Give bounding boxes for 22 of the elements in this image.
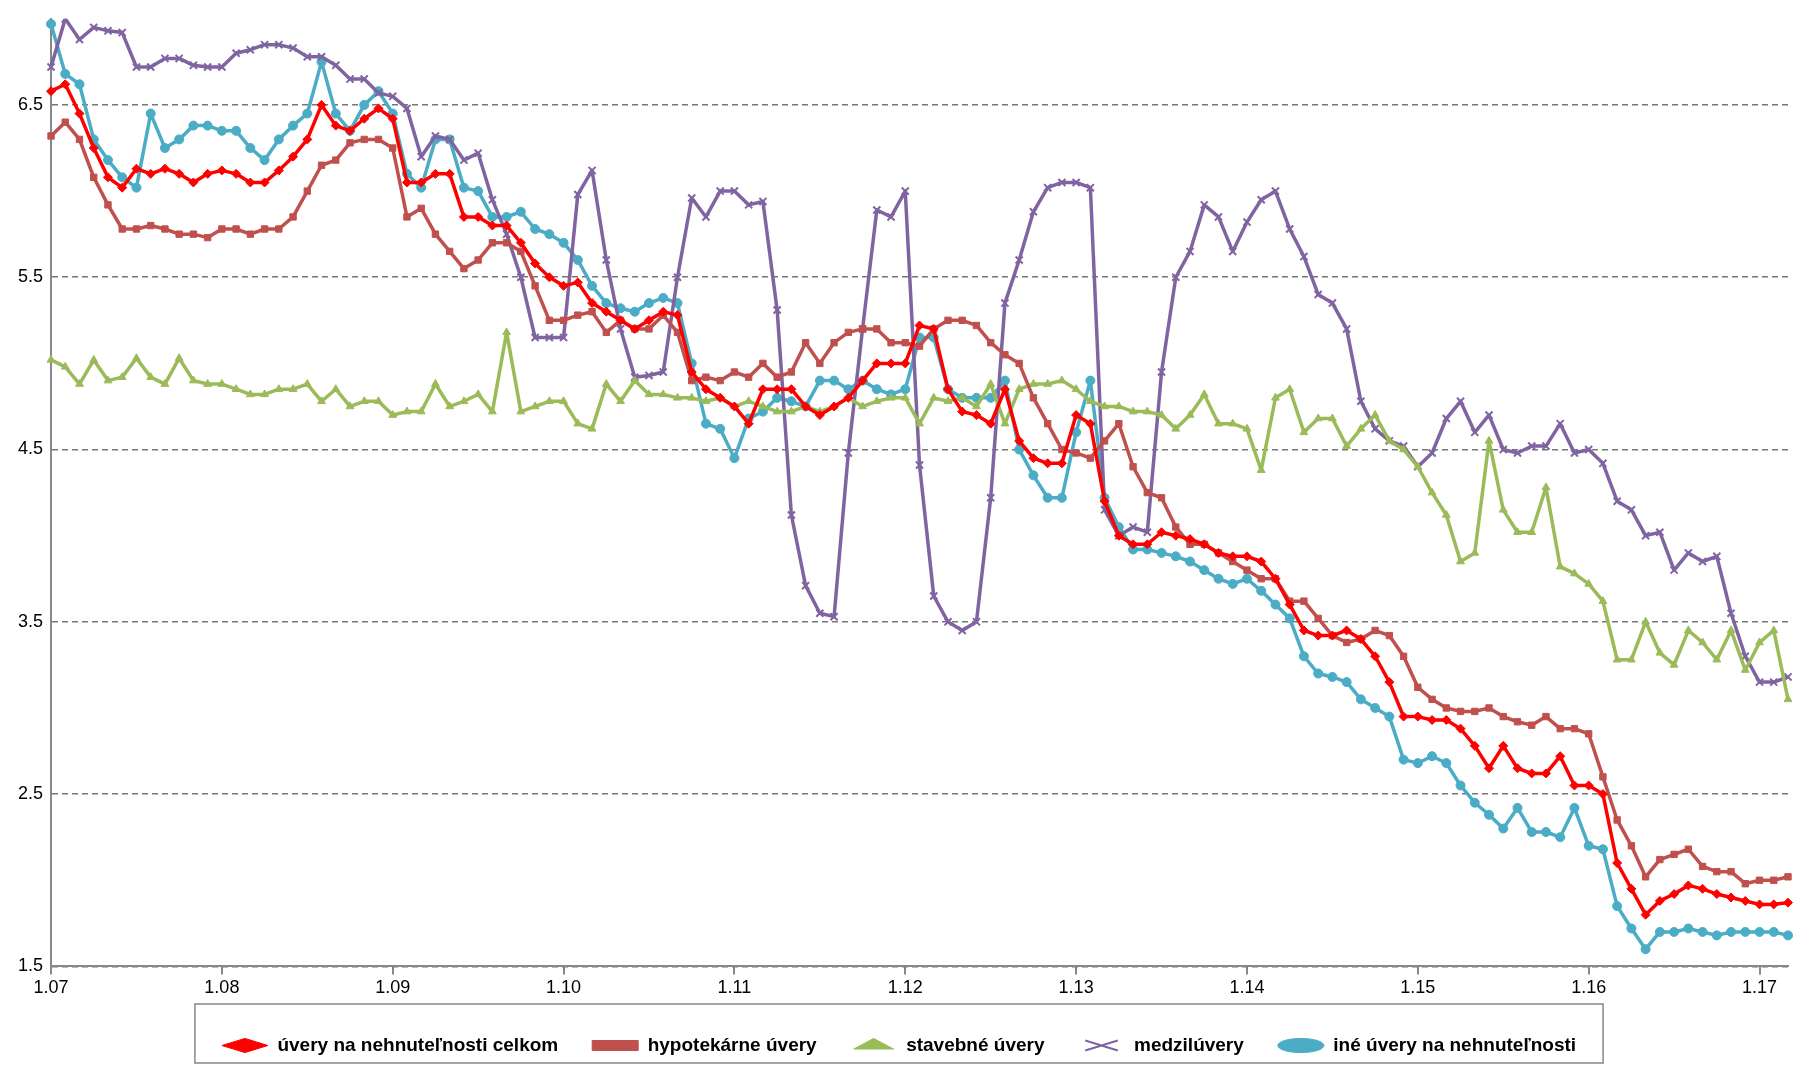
x-tick-label: 1.13 xyxy=(1058,977,1094,998)
x-tick-label: 1.08 xyxy=(204,977,240,998)
y-tick-label: 5.5 xyxy=(17,266,44,287)
y-tick-label: 3.5 xyxy=(17,610,44,631)
legend-label: stavebné úvery xyxy=(906,1033,1045,1055)
x-tick-label: 1.16 xyxy=(1571,977,1607,998)
y-tick-label: 6.5 xyxy=(17,93,44,114)
x-tick-label: 1.14 xyxy=(1229,977,1265,998)
y-tick-label: 2.5 xyxy=(17,783,44,804)
x-tick-label: 1.07 xyxy=(33,977,69,998)
x-tick-label: 1.10 xyxy=(546,977,582,998)
x-tick-label: 1.17 xyxy=(1742,977,1778,998)
x-tick-label: 1.12 xyxy=(887,977,923,998)
legend-label: iné úvery na nehnuteľnosti xyxy=(1333,1033,1577,1055)
x-tick-label: 1.11 xyxy=(717,977,752,998)
legend-label: hypotekárne úvery xyxy=(647,1033,818,1055)
y-tick-label: 4.5 xyxy=(17,438,44,459)
y-tick-label: 1.5 xyxy=(17,955,44,976)
x-tick-label: 1.09 xyxy=(375,977,411,998)
legend-label: medzilúvery xyxy=(1134,1033,1245,1055)
legend-label: úvery na nehnuteľnosti celkom xyxy=(277,1033,559,1055)
x-tick-label: 1.15 xyxy=(1400,977,1436,998)
